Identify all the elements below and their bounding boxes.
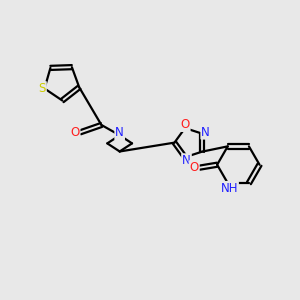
Text: N: N bbox=[115, 126, 124, 140]
Text: O: O bbox=[70, 126, 80, 139]
Text: O: O bbox=[180, 118, 190, 131]
Text: NH: NH bbox=[220, 182, 238, 195]
Text: N: N bbox=[182, 154, 191, 167]
Text: N: N bbox=[201, 126, 210, 139]
Text: O: O bbox=[190, 161, 199, 174]
Text: S: S bbox=[38, 82, 46, 95]
